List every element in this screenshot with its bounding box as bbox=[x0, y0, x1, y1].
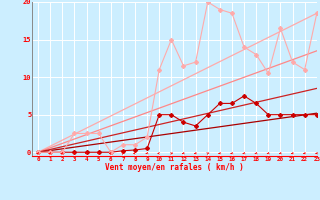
X-axis label: Vent moyen/en rafales ( km/h ): Vent moyen/en rafales ( km/h ) bbox=[105, 163, 244, 172]
